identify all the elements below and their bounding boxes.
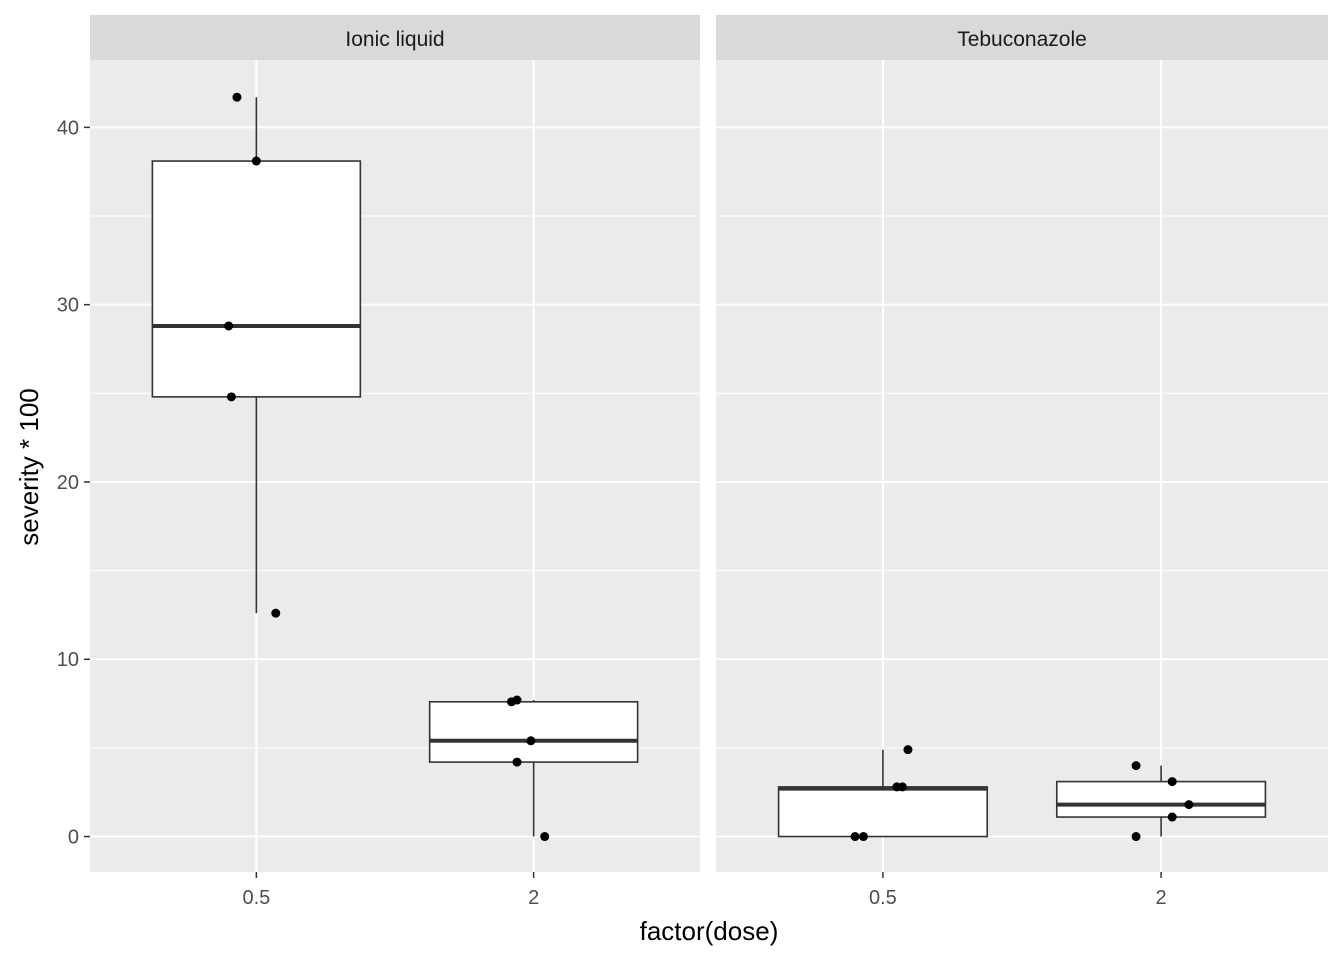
data-point (506, 697, 516, 707)
x-axis-title: factor(dose) (640, 916, 779, 946)
boxplot-ionic-liquid-0.5 (151, 92, 362, 618)
y-axis-title: severity * 100 (14, 388, 44, 546)
data-point (1167, 812, 1177, 822)
data-point (271, 608, 281, 618)
facet-panel-1: Tebuconazole (716, 15, 1328, 872)
data-point (897, 782, 907, 792)
y-tick-label: 30 (57, 295, 79, 317)
data-point (1131, 761, 1141, 771)
y-tick-label: 40 (57, 117, 79, 139)
data-point (1167, 777, 1177, 787)
facet-strip (90, 15, 700, 60)
data-point (903, 745, 913, 755)
data-point (540, 832, 550, 842)
y-tick-label: 20 (57, 472, 79, 494)
y-tick-label: 0 (68, 827, 79, 849)
y-axis: 0 10 20 30 40 (57, 117, 90, 849)
x-tick-label: 0.5 (869, 887, 897, 909)
facet-strip (716, 15, 1328, 60)
facet-strip-label: Tebuconazole (957, 28, 1087, 51)
panel-background (716, 60, 1328, 872)
x-tick-label: 2 (1156, 887, 1167, 909)
data-point (526, 736, 536, 746)
data-point (224, 321, 234, 331)
box-iqr (428, 700, 639, 763)
data-point (251, 156, 261, 166)
data-point (858, 832, 868, 842)
boxplot-ionic-liquid-2 (428, 695, 639, 842)
y-tick-label: 10 (57, 649, 79, 671)
data-point (226, 392, 236, 402)
x-tick-label: 2 (528, 887, 539, 909)
facet-panel-0: Ionic liquid (90, 15, 700, 872)
data-point (850, 832, 860, 842)
boxplot-tebuconazole-0.5 (777, 745, 989, 842)
data-point (512, 757, 522, 767)
box-iqr (151, 160, 362, 398)
boxplot-tebuconazole-2 (1055, 761, 1267, 842)
data-point (232, 92, 242, 102)
data-point (1184, 800, 1194, 810)
facet-strip-label: Ionic liquid (345, 28, 444, 51)
data-point (1131, 832, 1141, 842)
box-iqr (777, 786, 989, 838)
facet-panels: Ionic liquid Tebuconazole (90, 15, 1328, 872)
x-axis: 0.5 2 0.5 2 (242, 872, 1167, 909)
x-tick-label: 0.5 (242, 887, 270, 909)
box-iqr (1055, 780, 1267, 818)
